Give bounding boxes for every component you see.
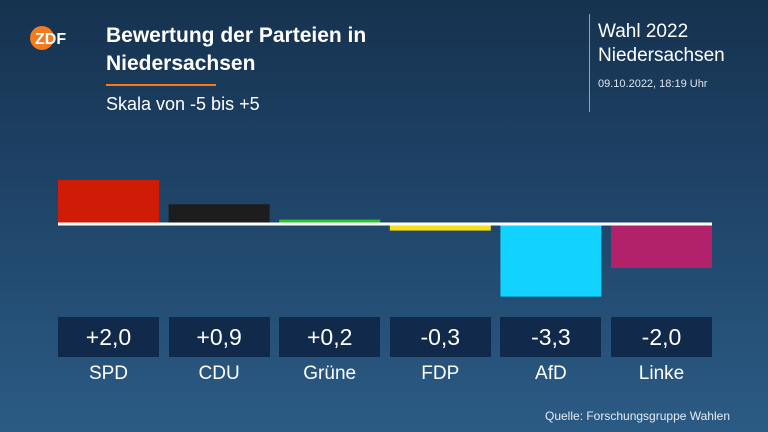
chart-subtitle: Skala von -5 bis +5 xyxy=(106,94,260,114)
chart-title: Bewertung der Parteien in Niedersachsen xyxy=(106,24,367,75)
value-label-afd: -3,3 xyxy=(500,317,602,357)
value-label-linke: -2,0 xyxy=(611,317,712,357)
bar-cdu xyxy=(168,204,270,224)
bar-spd xyxy=(58,180,159,224)
value-label-cdu: +0,9 xyxy=(168,317,270,357)
election-region: Niedersachsen xyxy=(598,45,725,66)
zdf-logo-icon: ZDF xyxy=(30,26,66,50)
source-note: Quelle: Forschungsgruppe Wahlen xyxy=(545,409,730,423)
info-divider xyxy=(589,14,590,112)
category-label-linke: Linke xyxy=(638,363,685,384)
category-label-afd: AfD xyxy=(535,363,567,384)
category-label-spd: SPD xyxy=(88,363,129,384)
title-underline xyxy=(106,84,216,86)
value-label-spd: +2,0 xyxy=(58,317,159,357)
bar-grüne xyxy=(279,219,381,224)
bar-linke xyxy=(611,224,712,268)
value-label-fdp: -0,3 xyxy=(389,317,491,357)
election-title: Wahl 2022 Niedersachsen xyxy=(598,20,725,68)
category-label-cdu: CDU xyxy=(198,363,240,384)
value-label-grüne: +0,2 xyxy=(279,317,381,357)
bar-fdp xyxy=(389,224,491,231)
bar-afd xyxy=(500,224,602,297)
election-timestamp: 09.10.2022, 18:19 Uhr xyxy=(598,78,708,90)
category-label-grüne: Grüne xyxy=(303,363,357,384)
election-name: Wahl 2022 xyxy=(598,21,689,42)
category-label-fdp: FDP xyxy=(421,363,460,384)
logo-text: ZDF xyxy=(35,31,66,48)
